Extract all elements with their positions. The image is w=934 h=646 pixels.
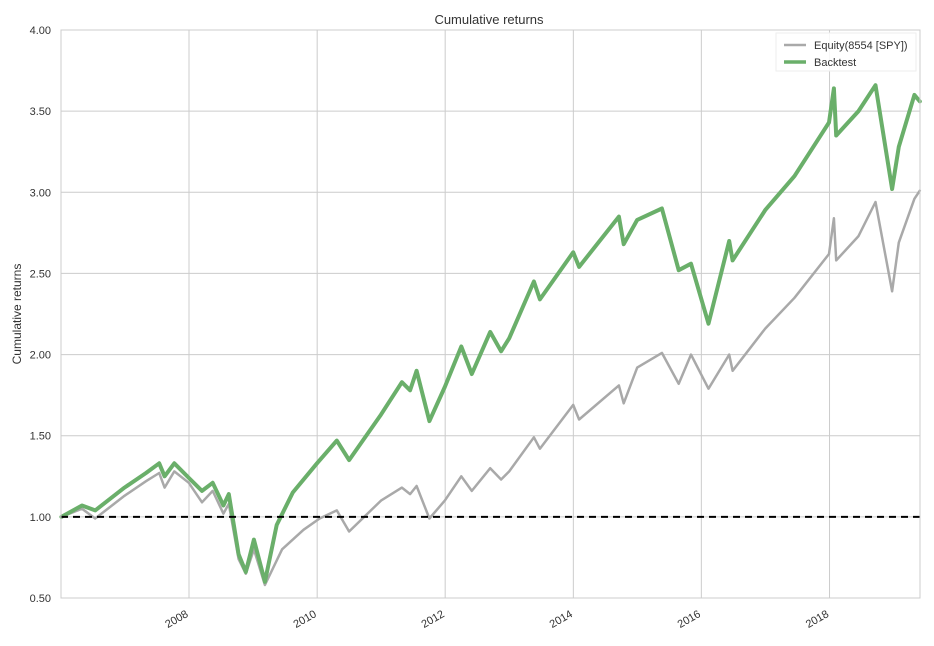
y-tick-label: 0.50 xyxy=(30,593,51,605)
grid-layer xyxy=(61,29,920,599)
plot-frame xyxy=(60,29,921,599)
y-tick-label: 2.50 xyxy=(30,268,51,280)
chart-title: Cumulative returns xyxy=(434,12,544,27)
y-tick-label: 1.50 xyxy=(30,431,51,443)
equity-spy-line xyxy=(60,189,922,587)
y-axis-label: Cumulative returns xyxy=(10,264,24,365)
series-layer xyxy=(59,83,922,587)
legend-label-backtest: Backtest xyxy=(814,57,856,69)
legend: Equity(8554 [SPY]) Backtest xyxy=(775,32,917,72)
y-tick-label: 3.00 xyxy=(30,187,51,199)
y-tick-label: 3.50 xyxy=(30,106,51,118)
y-tick-label: 1.00 xyxy=(30,512,51,524)
legend-box xyxy=(775,32,917,72)
y-tick-label: 2.00 xyxy=(30,350,51,362)
backtest-line xyxy=(59,83,922,584)
y-tick-label: 4.00 xyxy=(30,25,51,37)
legend-label-equity: Equity(8554 [SPY]) xyxy=(814,40,908,52)
y-tick-labels: 0.50 1.00 1.50 2.00 2.50 3.00 3.50 4.00 xyxy=(30,25,51,605)
